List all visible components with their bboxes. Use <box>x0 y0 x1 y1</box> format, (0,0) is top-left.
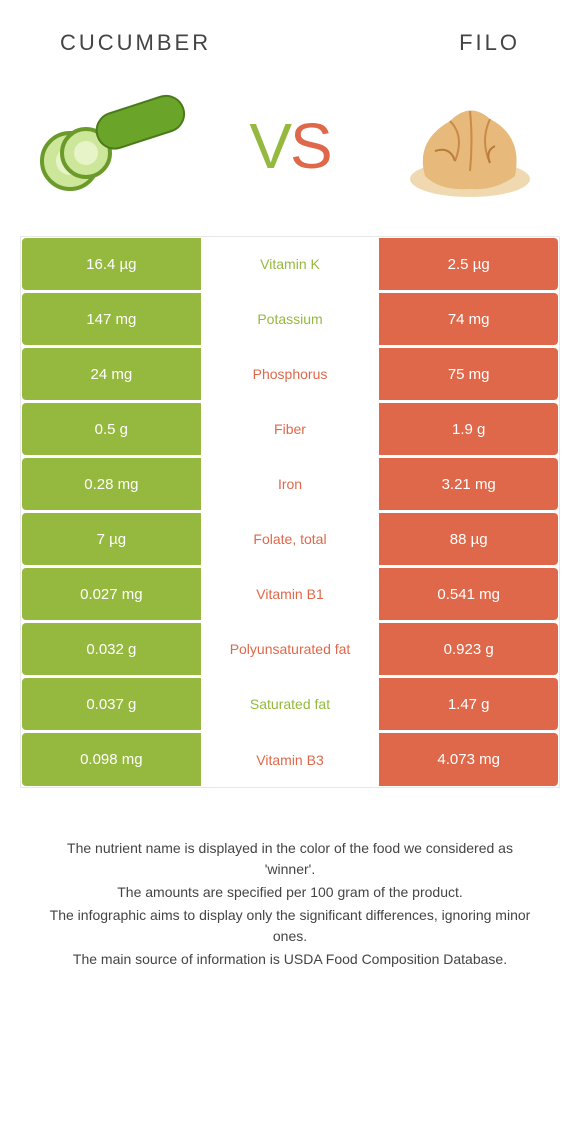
value-right: 75 mg <box>379 348 558 400</box>
value-right: 3.21 mg <box>379 458 558 510</box>
value-left: 0.037 g <box>22 678 201 730</box>
value-left: 0.032 g <box>22 623 201 675</box>
value-left: 0.5 g <box>22 403 201 455</box>
nutrient-name: Saturated fat <box>201 677 380 731</box>
value-right: 1.9 g <box>379 403 558 455</box>
nutrient-row: 24 mgPhosphorus75 mg <box>21 347 559 402</box>
vs-v: V <box>249 110 290 182</box>
vs-s: S <box>290 110 331 182</box>
value-left: 0.098 mg <box>22 733 201 786</box>
nutrient-name: Fiber <box>201 402 380 456</box>
nutrient-name: Phosphorus <box>201 347 380 401</box>
value-right: 88 µg <box>379 513 558 565</box>
value-left: 16.4 µg <box>22 238 201 290</box>
nutrient-name: Vitamin B3 <box>201 732 380 787</box>
footer-line: The nutrient name is displayed in the co… <box>40 838 540 880</box>
value-right: 2.5 µg <box>379 238 558 290</box>
nutrient-row: 0.027 mgVitamin B10.541 mg <box>21 567 559 622</box>
nutrient-row: 0.037 gSaturated fat1.47 g <box>21 677 559 732</box>
nutrient-row: 0.032 gPolyunsaturated fat0.923 g <box>21 622 559 677</box>
nutrient-table: 16.4 µgVitamin K2.5 µg147 mgPotassium74 … <box>20 236 560 788</box>
filo-image <box>390 86 550 206</box>
nutrient-name: Potassium <box>201 292 380 346</box>
nutrient-name: Folate, total <box>201 512 380 566</box>
nutrient-row: 0.5 gFiber1.9 g <box>21 402 559 457</box>
nutrient-row: 7 µgFolate, total88 µg <box>21 512 559 567</box>
footer-line: The amounts are specified per 100 gram o… <box>40 882 540 903</box>
nutrient-row: 16.4 µgVitamin K2.5 µg <box>21 237 559 292</box>
value-right: 74 mg <box>379 293 558 345</box>
nutrient-name: Polyunsaturated fat <box>201 622 380 676</box>
nutrient-row: 0.098 mgVitamin B34.073 mg <box>21 732 559 787</box>
footer-line: The main source of information is USDA F… <box>40 949 540 970</box>
nutrient-row: 147 mgPotassium74 mg <box>21 292 559 347</box>
value-left: 0.027 mg <box>22 568 201 620</box>
value-left: 7 µg <box>22 513 201 565</box>
value-left: 24 mg <box>22 348 201 400</box>
food-right-title: FILO <box>459 30 520 56</box>
vs-row: VS <box>0 66 580 236</box>
nutrient-name: Iron <box>201 457 380 511</box>
footer-line: The infographic aims to display only the… <box>40 905 540 947</box>
footer-notes: The nutrient name is displayed in the co… <box>0 788 580 970</box>
value-right: 4.073 mg <box>379 733 558 786</box>
value-left: 147 mg <box>22 293 201 345</box>
value-right: 0.541 mg <box>379 568 558 620</box>
value-left: 0.28 mg <box>22 458 201 510</box>
nutrient-name: Vitamin B1 <box>201 567 380 621</box>
vs-label: VS <box>249 109 330 183</box>
value-right: 0.923 g <box>379 623 558 675</box>
food-left-title: CUCUMBER <box>60 30 211 56</box>
header: CUCUMBER FILO <box>0 0 580 66</box>
nutrient-name: Vitamin K <box>201 237 380 291</box>
cucumber-image <box>30 86 190 206</box>
value-right: 1.47 g <box>379 678 558 730</box>
nutrient-row: 0.28 mgIron3.21 mg <box>21 457 559 512</box>
